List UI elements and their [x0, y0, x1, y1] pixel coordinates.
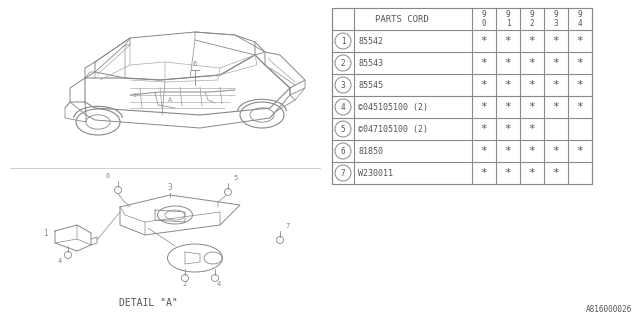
Text: *: * [577, 58, 584, 68]
Text: *: * [504, 102, 511, 112]
Text: 9
1: 9 1 [506, 10, 510, 28]
Text: *: * [552, 80, 559, 90]
Text: 85545: 85545 [358, 81, 383, 90]
Text: *: * [577, 102, 584, 112]
Text: *: * [504, 124, 511, 134]
Text: 9
4: 9 4 [578, 10, 582, 28]
Text: *: * [481, 80, 488, 90]
Text: 3: 3 [340, 81, 346, 90]
Text: 9
0: 9 0 [482, 10, 486, 28]
Text: 6: 6 [340, 147, 346, 156]
Text: *: * [504, 58, 511, 68]
Text: *: * [552, 168, 559, 178]
Text: ©047105100 (2): ©047105100 (2) [358, 124, 428, 133]
Text: 85543: 85543 [358, 59, 383, 68]
Text: 6: 6 [106, 173, 110, 179]
Text: *: * [481, 102, 488, 112]
Text: *: * [552, 36, 559, 46]
Text: A816000026: A816000026 [586, 305, 632, 314]
Text: 4: 4 [340, 102, 346, 111]
Text: *: * [529, 80, 536, 90]
Text: *: * [552, 58, 559, 68]
Text: 9
3: 9 3 [554, 10, 558, 28]
Text: *: * [529, 124, 536, 134]
Text: PARTS CORD: PARTS CORD [375, 14, 429, 23]
Text: *: * [552, 146, 559, 156]
Text: 4: 4 [217, 281, 221, 287]
Text: *: * [481, 168, 488, 178]
Text: *: * [481, 58, 488, 68]
Text: 5: 5 [340, 124, 346, 133]
Text: *: * [529, 58, 536, 68]
Text: *: * [529, 36, 536, 46]
Text: 3?: 3? [132, 92, 140, 98]
Text: *: * [481, 146, 488, 156]
Text: *: * [529, 102, 536, 112]
Text: 2: 2 [340, 59, 346, 68]
Text: *: * [481, 124, 488, 134]
Text: *: * [504, 36, 511, 46]
Text: 81850: 81850 [358, 147, 383, 156]
Text: *: * [504, 146, 511, 156]
Text: 85542: 85542 [358, 36, 383, 45]
Text: ©045105100 (2): ©045105100 (2) [358, 102, 428, 111]
Text: 1: 1 [43, 228, 47, 237]
Text: 1: 1 [340, 36, 346, 45]
Text: *: * [504, 168, 511, 178]
Text: 9
2: 9 2 [530, 10, 534, 28]
Text: *: * [504, 80, 511, 90]
Text: *: * [577, 36, 584, 46]
Text: 4: 4 [58, 258, 62, 264]
Text: 2: 2 [183, 281, 187, 287]
Text: W230011: W230011 [358, 169, 393, 178]
Text: 5: 5 [233, 175, 237, 181]
Text: 6: 6 [193, 61, 197, 67]
Text: A: A [168, 97, 172, 103]
Text: DETAIL "A": DETAIL "A" [118, 298, 177, 308]
Text: *: * [529, 168, 536, 178]
Text: 7: 7 [285, 223, 289, 229]
Bar [332, 8, 592, 184]
Text: 3: 3 [168, 183, 172, 192]
Text: *: * [577, 80, 584, 90]
Text: *: * [481, 36, 488, 46]
Text: *: * [529, 146, 536, 156]
Text: *: * [577, 146, 584, 156]
Text: 7: 7 [340, 169, 346, 178]
Text: *: * [552, 102, 559, 112]
